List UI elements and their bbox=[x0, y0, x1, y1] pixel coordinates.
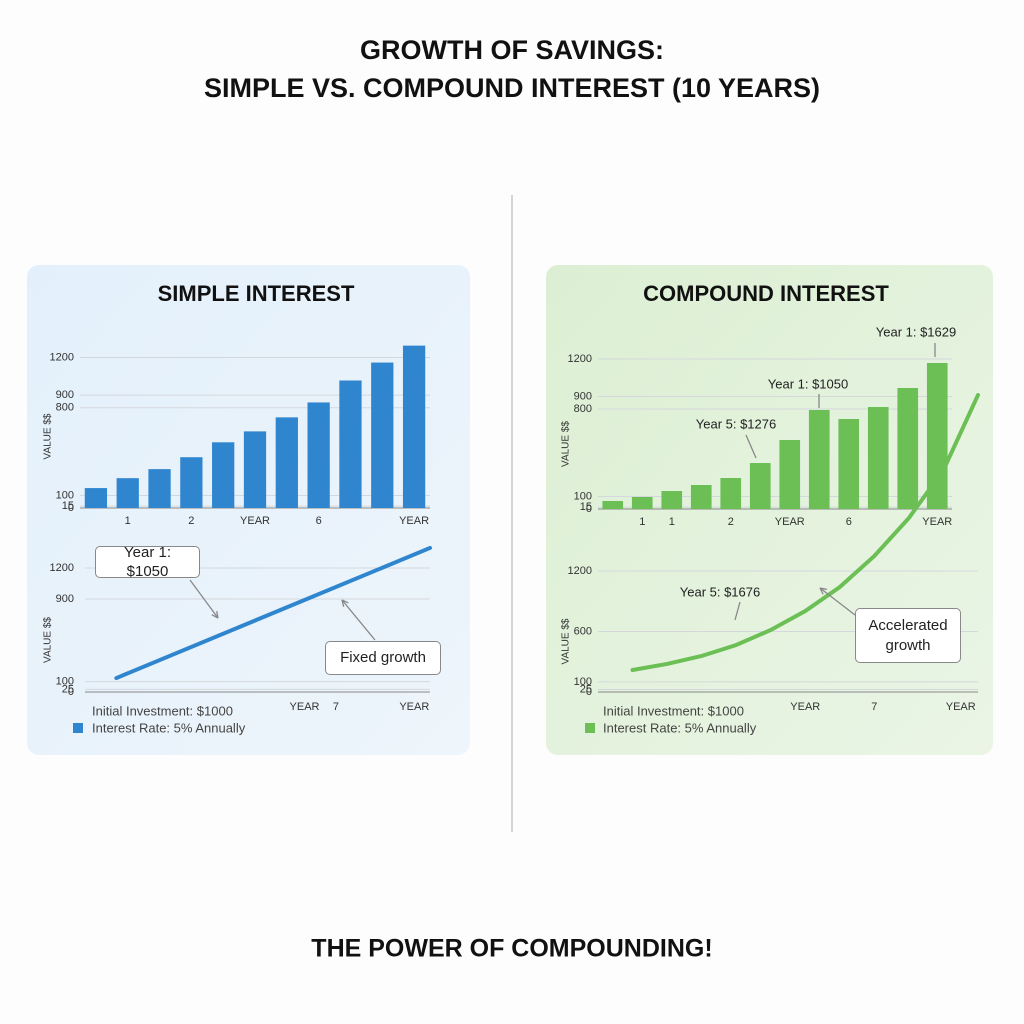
leader bbox=[819, 587, 856, 616]
title: GROWTH OF SAVINGS: bbox=[360, 35, 664, 65]
panel-title: COMPOUND INTEREST bbox=[643, 281, 889, 306]
bar bbox=[602, 501, 624, 509]
leader bbox=[734, 601, 741, 621]
legend-text: Interest Rate: 5% Annually bbox=[603, 720, 757, 735]
y-tick-label: 25 bbox=[62, 683, 74, 695]
bar bbox=[749, 463, 771, 509]
x-tick-label: YEAR bbox=[775, 516, 805, 528]
line bbox=[630, 393, 980, 673]
y-tick-label: 15 bbox=[580, 501, 592, 513]
y-tick-label: 0 bbox=[68, 502, 74, 514]
bar bbox=[690, 485, 712, 509]
bar bbox=[631, 497, 653, 509]
bar bbox=[661, 491, 683, 509]
y-tick-label: 900 bbox=[56, 593, 74, 605]
bar bbox=[84, 488, 108, 508]
legend-text: Initial Investment: $1000 bbox=[92, 703, 233, 718]
y-tick-label: 100 bbox=[574, 490, 592, 502]
arrow-head bbox=[341, 599, 349, 607]
bar bbox=[243, 431, 267, 508]
y-tick-label: 900 bbox=[574, 390, 592, 402]
x-tick-label: 7 bbox=[333, 701, 339, 713]
arrow-head bbox=[211, 611, 219, 619]
y-tick-label: 800 bbox=[56, 402, 74, 414]
legend-swatch bbox=[585, 723, 595, 733]
bar bbox=[180, 457, 203, 508]
annotation: Year 1: $1629 bbox=[876, 324, 956, 339]
x-tick-label: YEAR bbox=[922, 516, 952, 528]
x-tick-label: YEAR bbox=[790, 701, 820, 713]
y-axis-title: VALUE $$ bbox=[561, 618, 572, 664]
y-axis-title: VALUE $$ bbox=[43, 617, 54, 663]
annotation: Year 5: $1276 bbox=[696, 416, 776, 431]
y-tick-label: 1200 bbox=[50, 562, 74, 574]
x-tick-label: 6 bbox=[846, 516, 852, 528]
bar bbox=[339, 380, 362, 508]
bar bbox=[897, 388, 919, 509]
bar bbox=[148, 469, 171, 508]
y-axis-title: VALUE $$ bbox=[561, 421, 572, 467]
x-tick-label: 6 bbox=[316, 515, 322, 527]
legend-text: Interest Rate: 5% Annually bbox=[92, 720, 246, 735]
annotation: Year 1: $1050 bbox=[768, 376, 848, 391]
annotation: Year 5: $1676 bbox=[680, 584, 760, 599]
title: SIMPLE VS. COMPOUND INTEREST (10 YEARS) bbox=[204, 73, 820, 103]
bar bbox=[116, 478, 139, 508]
x-tick-label: 1 bbox=[125, 515, 131, 527]
y-tick-label: 25 bbox=[580, 683, 592, 695]
y-tick-label: 900 bbox=[56, 389, 74, 401]
y-tick-label: 1200 bbox=[568, 353, 592, 365]
leader bbox=[189, 579, 219, 619]
bar bbox=[402, 345, 426, 508]
y-tick-label: 100 bbox=[56, 489, 74, 501]
bar bbox=[275, 417, 298, 508]
y-tick-label: 100 bbox=[56, 676, 74, 688]
annotation-box: Year 1: $1050 bbox=[95, 544, 200, 580]
leader bbox=[745, 434, 757, 459]
y-tick-label: 1200 bbox=[50, 351, 74, 363]
y-tick-label: 600 bbox=[574, 625, 592, 637]
bar bbox=[212, 442, 235, 508]
y-tick-label: 15 bbox=[62, 500, 74, 512]
y-tick-label: 800 bbox=[574, 403, 592, 415]
bar bbox=[371, 362, 394, 508]
x-tick-label: YEAR bbox=[946, 701, 976, 713]
panel-title: SIMPLE INTEREST bbox=[158, 281, 355, 306]
y-tick-label: 0 bbox=[586, 503, 592, 515]
x-tick-label: YEAR bbox=[399, 515, 429, 527]
arrow-head bbox=[819, 587, 827, 595]
x-tick-label: YEAR bbox=[399, 701, 429, 713]
y-tick-label: 100 bbox=[574, 676, 592, 688]
y-axis-title: VALUE $$ bbox=[43, 413, 54, 459]
y-tick-label: 0 bbox=[68, 686, 74, 698]
footer: THE POWER OF COMPOUNDING! bbox=[311, 935, 712, 963]
x-tick-label: 1 bbox=[639, 516, 645, 528]
annotation-box: Fixed growth bbox=[325, 641, 441, 675]
bar bbox=[307, 402, 330, 508]
bar bbox=[808, 410, 830, 509]
bar bbox=[838, 419, 860, 509]
x-tick-label: 7 bbox=[871, 701, 877, 713]
y-tick-label: 1200 bbox=[568, 565, 592, 577]
x-tick-label: 1 bbox=[669, 516, 675, 528]
annotation-box: Accelerated growth bbox=[855, 608, 961, 663]
leader bbox=[341, 599, 376, 641]
bar bbox=[867, 407, 889, 509]
x-tick-label: 2 bbox=[188, 515, 194, 527]
bar bbox=[779, 440, 801, 509]
line bbox=[114, 545, 432, 681]
bar bbox=[720, 478, 742, 509]
x-tick-label: YEAR bbox=[240, 515, 270, 527]
legend-text: Initial Investment: $1000 bbox=[603, 703, 744, 718]
legend-swatch bbox=[73, 723, 83, 733]
y-tick-label: 0 bbox=[586, 686, 592, 698]
x-tick-label: YEAR bbox=[290, 701, 320, 713]
x-tick-label: 2 bbox=[728, 516, 734, 528]
